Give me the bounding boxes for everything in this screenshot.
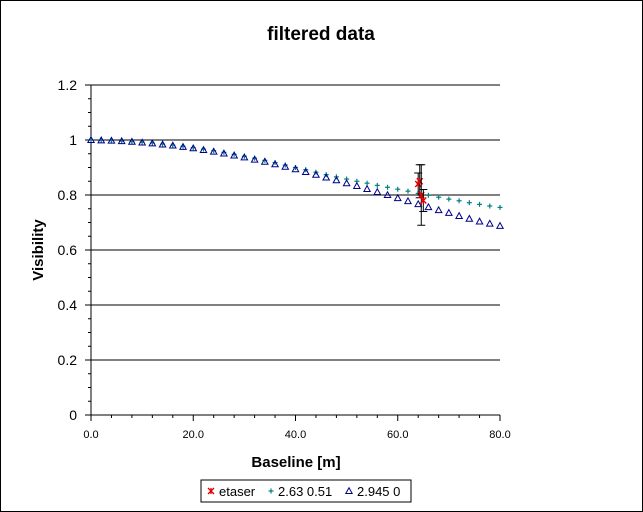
data-point: [199, 145, 208, 153]
data-point: [281, 162, 290, 170]
data-point: [374, 182, 380, 188]
data-point: [475, 217, 484, 225]
data-point: [352, 181, 361, 189]
data-point: [424, 202, 433, 211]
data-point: [107, 136, 116, 144]
data-point: [209, 147, 218, 155]
legend-label-2: 2.945 0: [357, 484, 400, 499]
data-point: [436, 194, 442, 200]
data-point: [189, 144, 198, 152]
data-point: [322, 173, 331, 181]
data-point: [405, 188, 411, 194]
y-tick-label: 0: [69, 407, 77, 423]
data-point: [158, 140, 167, 148]
data-point: [425, 192, 431, 198]
data-point: [178, 142, 188, 150]
data-point: [414, 199, 423, 208]
series-0: [414, 164, 428, 226]
data-point: [291, 164, 300, 173]
data-point: [271, 159, 280, 168]
data-point: [395, 186, 401, 192]
data-point: [446, 196, 452, 202]
data-point: [332, 175, 341, 184]
data-point: [393, 193, 402, 202]
data-point: [117, 136, 126, 145]
data-point: [260, 157, 269, 165]
data-point: [497, 204, 503, 210]
data-series: [86, 135, 505, 229]
series-2: [86, 135, 505, 229]
x-tick-labels: 0.0 20.0 40.0 60.0 80.0: [83, 429, 510, 441]
y-tick-label: 0.6: [58, 242, 78, 258]
data-point: [342, 178, 351, 187]
data-point: [485, 219, 494, 227]
data-point: [383, 190, 392, 199]
data-point: [311, 170, 320, 178]
data-point: [363, 184, 372, 193]
data-point: [434, 205, 443, 214]
data-point: [456, 198, 462, 204]
x-axis-title: Baseline [m]: [251, 454, 340, 471]
legend-marker-2: [344, 486, 354, 495]
data-point: [219, 149, 228, 157]
data-point: [444, 208, 453, 216]
x-tick-label: 20.0: [183, 429, 204, 441]
data-point: [495, 221, 505, 229]
legend: etaser 2.63 0.51 2.945 0: [200, 479, 412, 503]
data-point: [240, 153, 249, 161]
y-tick-label: 1: [69, 132, 77, 148]
data-point: [127, 137, 136, 145]
y-tick-label: 0.8: [58, 187, 78, 203]
legend-marker-0: [207, 487, 215, 495]
data-point: [86, 135, 96, 144]
data-point: [466, 200, 472, 206]
data-point: [419, 197, 427, 204]
legend-label-1: 2.63 0.51: [278, 484, 332, 499]
data-point: [138, 138, 147, 146]
data-point: [385, 184, 391, 190]
data-point: [465, 214, 474, 222]
data-point: [97, 136, 106, 144]
data-point: [168, 141, 177, 149]
y-tick-label: 0.2: [58, 352, 78, 368]
data-point: [477, 201, 483, 207]
data-point: [250, 155, 259, 163]
x-tick-label: 40.0: [285, 429, 306, 441]
data-point: [301, 167, 310, 175]
y-tick-label: 0.4: [58, 297, 78, 313]
data-point: [455, 211, 464, 219]
legend-box: [200, 479, 412, 503]
data-point: [373, 187, 382, 196]
data-point: [148, 139, 157, 147]
data-point: [230, 151, 239, 159]
chart-title: filtered data: [267, 24, 375, 45]
data-point: [403, 196, 413, 205]
y-tick-label: 1.2: [58, 77, 78, 93]
x-tick-label: 60.0: [387, 429, 408, 441]
legend-label-0: etaser: [219, 484, 256, 499]
legend-marker-1: [268, 488, 274, 494]
gridlines: [91, 84, 500, 361]
x-tick-label: 80.0: [489, 429, 510, 441]
y-tick-labels: 0 0.2 0.4 0.6 0.8 1 1.2: [58, 77, 78, 423]
data-point: [487, 203, 493, 209]
y-axis-title: Visibility: [30, 219, 47, 281]
x-tick-label: 0.0: [83, 429, 98, 441]
